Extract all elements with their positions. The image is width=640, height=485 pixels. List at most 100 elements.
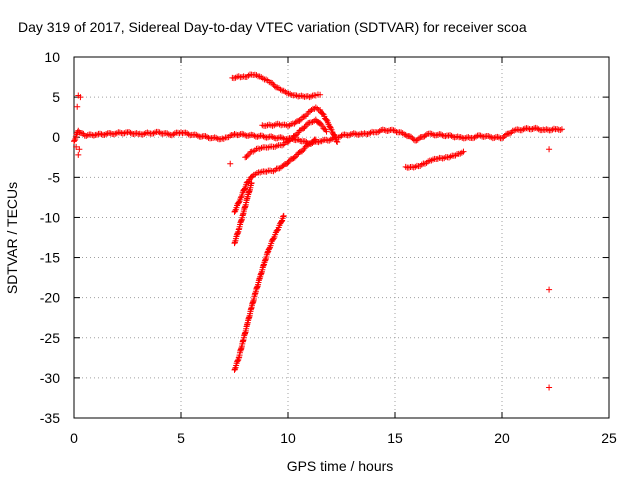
data-point bbox=[318, 138, 325, 145]
data-point bbox=[273, 228, 280, 235]
data-point bbox=[240, 131, 247, 138]
y-tick-label: 5 bbox=[52, 89, 60, 105]
data-point bbox=[127, 129, 134, 136]
data-point bbox=[416, 135, 423, 142]
data-point bbox=[77, 94, 84, 101]
data-point bbox=[422, 132, 429, 139]
y-tick-label: -20 bbox=[40, 290, 60, 306]
data-point bbox=[156, 129, 163, 136]
data-point bbox=[329, 128, 336, 135]
data-point bbox=[260, 133, 267, 140]
data-point bbox=[428, 130, 435, 137]
data-point bbox=[323, 116, 330, 123]
data-point bbox=[460, 148, 467, 155]
data-point bbox=[333, 138, 340, 145]
data-point bbox=[133, 130, 140, 137]
data-point bbox=[227, 160, 234, 167]
y-tick-label: -35 bbox=[40, 410, 60, 426]
data-point bbox=[546, 384, 553, 391]
data-point bbox=[243, 153, 250, 160]
data-point bbox=[296, 117, 303, 124]
data-point bbox=[71, 137, 78, 144]
data-point bbox=[327, 123, 334, 130]
data-point bbox=[402, 131, 409, 138]
y-tick-label: -30 bbox=[40, 370, 60, 386]
data-points bbox=[71, 71, 565, 391]
data-point bbox=[241, 186, 248, 193]
chart-title: Day 319 of 2017, Sidereal Day-to-day VTE… bbox=[18, 19, 527, 35]
data-point bbox=[292, 119, 299, 126]
series-hump bbox=[259, 104, 341, 146]
x-tick-label: 25 bbox=[601, 430, 617, 446]
data-point bbox=[529, 125, 536, 132]
data-point bbox=[314, 105, 321, 112]
x-tick-label: 15 bbox=[387, 430, 403, 446]
data-point bbox=[408, 133, 415, 140]
data-point bbox=[465, 134, 472, 141]
series-long-line bbox=[231, 212, 287, 373]
data-point bbox=[103, 131, 110, 138]
data-point bbox=[278, 218, 285, 225]
data-point bbox=[213, 134, 220, 141]
x-axis-label: GPS time / hours bbox=[287, 458, 394, 474]
data-point bbox=[308, 106, 315, 113]
data-point bbox=[121, 130, 128, 137]
y-axis-label: SDTVAR / TECUs bbox=[4, 182, 20, 294]
data-point bbox=[546, 286, 553, 293]
series-trailing bbox=[402, 148, 467, 171]
data-point bbox=[75, 151, 82, 158]
data-point bbox=[307, 140, 314, 147]
data-point bbox=[271, 83, 278, 90]
data-point bbox=[96, 130, 103, 137]
data-point bbox=[141, 130, 148, 137]
data-point bbox=[248, 179, 255, 186]
data-point bbox=[284, 160, 291, 167]
data-point bbox=[520, 126, 527, 133]
series-upper bbox=[229, 71, 324, 101]
data-point bbox=[235, 199, 242, 206]
data-point bbox=[203, 133, 210, 140]
data-point bbox=[558, 126, 565, 133]
series-lower-curve bbox=[231, 136, 319, 215]
data-point bbox=[317, 91, 324, 98]
plot-frame bbox=[73, 56, 610, 419]
data-point bbox=[381, 127, 388, 134]
axis-ticks: 0 5 10 15 20 25 -35 -30 -25 -20 -15 -10 -5 0 5 10 bbox=[40, 49, 617, 446]
data-point bbox=[457, 133, 464, 140]
data-point bbox=[269, 133, 276, 140]
y-tick-label: -25 bbox=[40, 330, 60, 346]
y-tick-label: 0 bbox=[52, 129, 60, 145]
y-tick-label: 10 bbox=[44, 49, 60, 65]
data-point bbox=[232, 366, 239, 373]
data-point bbox=[305, 141, 312, 148]
y-tick-label: -10 bbox=[40, 209, 60, 225]
data-point bbox=[194, 132, 201, 139]
data-point bbox=[150, 130, 157, 137]
data-point bbox=[507, 130, 514, 137]
x-tick-label: 10 bbox=[280, 430, 296, 446]
data-point bbox=[546, 146, 553, 153]
data-point bbox=[274, 135, 281, 142]
data-point bbox=[352, 130, 359, 137]
data-point bbox=[291, 154, 298, 161]
series-mid-rising bbox=[242, 116, 330, 161]
data-point bbox=[473, 133, 480, 140]
series-outliers bbox=[73, 92, 553, 391]
data-point bbox=[76, 146, 83, 153]
x-tick-label: 20 bbox=[494, 430, 510, 446]
data-point bbox=[310, 137, 317, 144]
data-point bbox=[76, 129, 83, 136]
data-point bbox=[116, 129, 123, 136]
data-point bbox=[232, 208, 239, 215]
data-point bbox=[376, 128, 383, 135]
data-point bbox=[73, 143, 80, 150]
x-tick-label: 0 bbox=[70, 430, 78, 446]
data-point bbox=[266, 245, 273, 252]
data-point bbox=[299, 114, 306, 121]
data-point bbox=[247, 149, 254, 156]
data-point bbox=[245, 132, 252, 139]
data-point bbox=[503, 131, 510, 138]
data-point bbox=[334, 139, 341, 146]
